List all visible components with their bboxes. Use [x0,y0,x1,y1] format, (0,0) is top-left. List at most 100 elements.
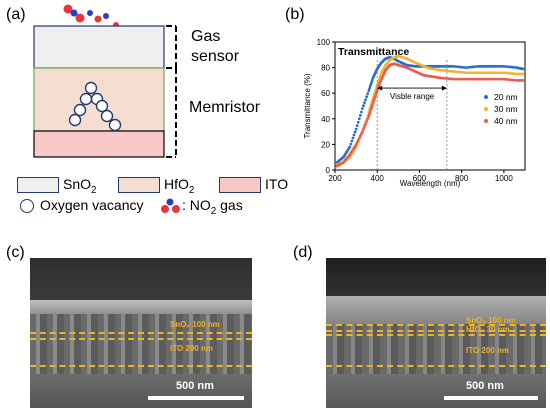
legend-entry: 40 nm [494,116,518,126]
data-point [374,93,378,97]
data-point [491,77,495,81]
data-point [373,97,376,101]
gas-sensor-label: Gas sensor [191,27,239,67]
data-point [349,142,353,146]
data-point [483,64,487,68]
data-point [368,112,371,116]
data-point [485,77,489,81]
data-point [354,127,358,131]
data-point [477,77,480,81]
sem-c-film-top [30,300,252,314]
data-point [521,79,525,82]
data-point [366,92,370,96]
data-point [453,65,457,68]
data-point [368,110,372,114]
data-point [367,89,371,93]
data-point [372,99,376,103]
data-point [451,70,455,73]
data-point [364,98,368,101]
data-point [489,64,493,68]
data-point [496,71,499,75]
data-point [445,77,449,80]
data-point [489,77,493,81]
data-point [483,71,487,75]
data-point [485,64,489,68]
data-point [475,71,478,75]
data-point [466,77,470,81]
data-point [368,87,371,90]
data-point [502,64,506,68]
data-point [366,117,370,121]
data-point [470,65,474,69]
data-point [481,77,485,81]
data-point [498,71,502,75]
data-point [363,125,366,128]
legend-hfo2-text: HfO [164,176,189,192]
data-point [367,114,371,118]
data-point [508,78,512,82]
data-point [355,140,359,144]
vacancy-icon [20,199,34,213]
sem-c-dash-3 [30,365,252,367]
data-point [502,71,506,75]
legend-marker [484,119,488,123]
data-point [472,77,476,81]
data-point [491,71,495,75]
data-point [445,64,449,68]
data-point [350,139,354,143]
visible-range-arrowhead-left [377,85,383,91]
x-axis-label: Wavelength (nm) [400,179,461,188]
data-point [479,77,483,81]
data-point [370,78,374,82]
sem-c-dash-2 [30,338,252,340]
legend-entry: 30 nm [494,104,518,114]
data-point [363,101,366,104]
sem-d-film-top [326,296,546,324]
data-point [449,77,453,81]
data-point [369,82,373,86]
visible-range-arrowhead-right [441,85,447,91]
plot-frame [334,41,526,171]
sem-c-vacuum [30,258,252,308]
sno2-layer [33,25,165,69]
data-point [477,64,480,68]
data-point [475,77,478,81]
data-point [468,77,472,81]
data-point [508,71,512,75]
data-point [466,65,470,69]
data-point [368,84,372,88]
data-point [496,64,499,68]
legend-no2-prefix: : NO [182,197,211,213]
data-point [464,77,468,81]
x-tick-label: 200 [328,174,342,183]
sem-d-sno2-label: SnO₂ 100 nm [466,316,516,325]
legend-sno2: SnO2 [63,176,96,196]
data-point [472,71,476,75]
data-point [451,64,455,68]
data-point [498,64,502,68]
legend-sno2-text: SnO [63,176,92,192]
data-point [479,71,483,75]
data-point [462,71,466,74]
data-point [441,76,445,80]
data-point [506,71,510,75]
data-point [356,138,360,142]
legend-marker [484,107,488,111]
data-point [447,77,451,81]
data-point [355,124,359,128]
panel-label-c: (c) [6,244,25,261]
data-point [491,64,495,68]
data-point [487,77,491,81]
data-point [379,73,383,77]
data-point [470,71,474,75]
y-axis-label: Transmittance (%) [303,73,312,138]
sem-image-c: SnO₂ 100 nm ITO 200 nm 500 nm [30,258,252,408]
data-point [362,127,365,131]
transmittance-chart: 200 400 600 800 1000 0 20 40 60 80 100 Transmittan… [303,38,526,188]
data-point [466,71,470,75]
data-point [468,65,472,69]
data-point [483,77,487,81]
data-point [485,71,489,75]
legend-hfo2-swatch [118,177,160,193]
data-point [359,132,363,136]
